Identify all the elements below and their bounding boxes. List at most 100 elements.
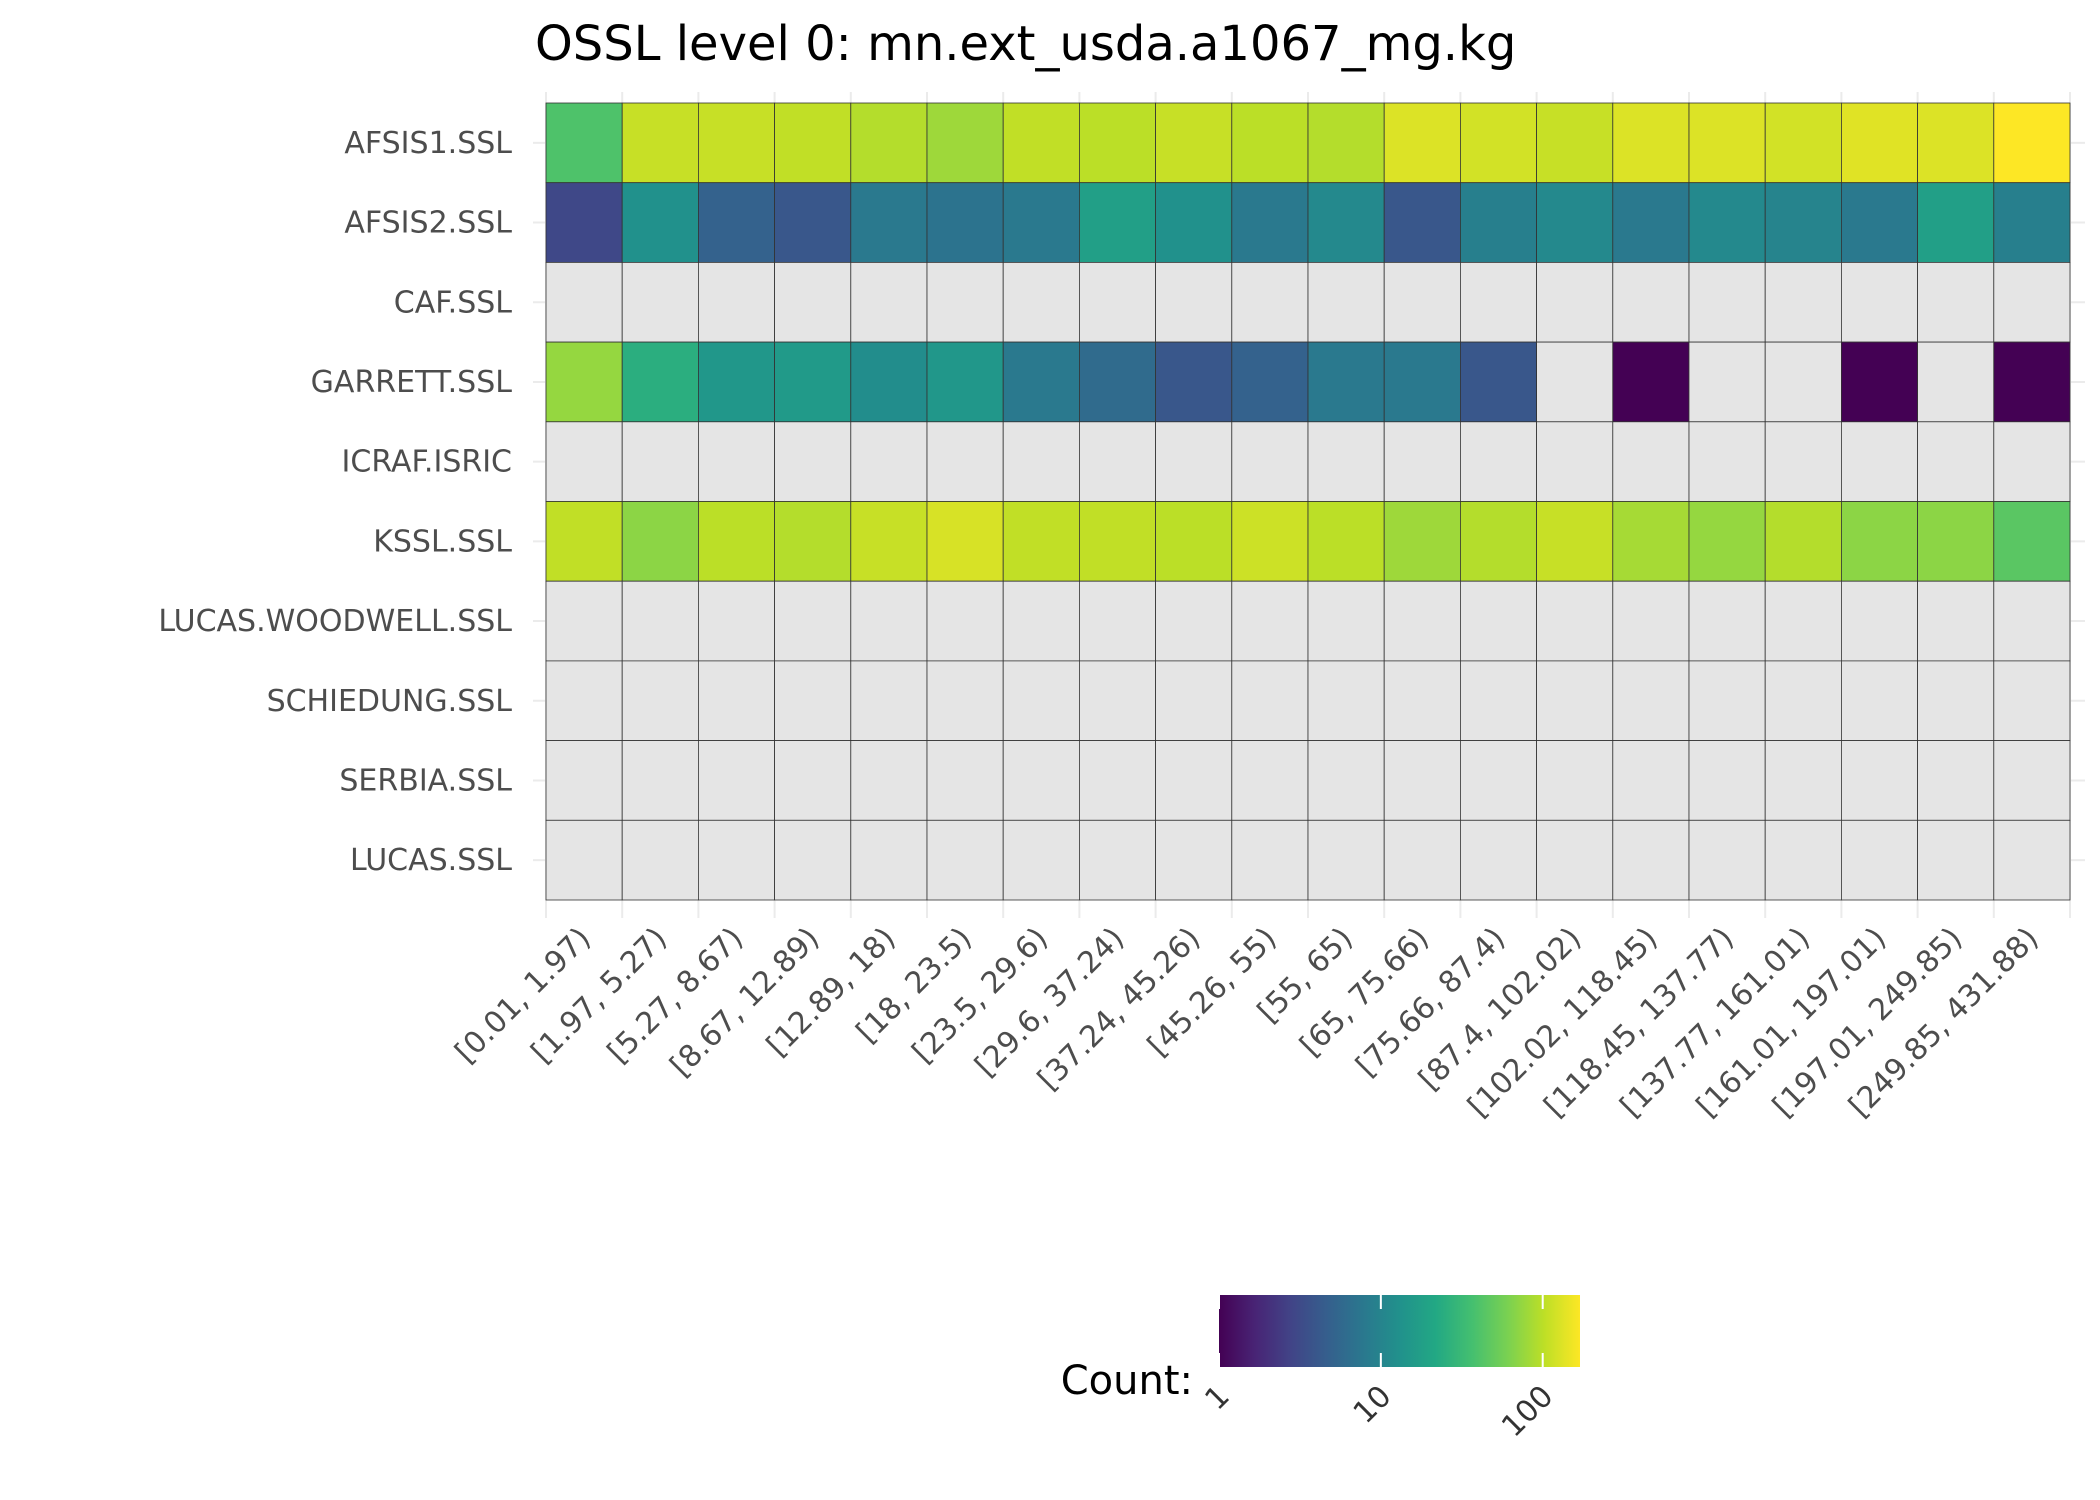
heatmap-cell: [850, 261, 928, 343]
heatmap-cell: [1612, 102, 1690, 184]
heatmap-cell: [1002, 660, 1080, 742]
heatmap-cell: [1079, 819, 1157, 901]
heatmap-cell: [1993, 421, 2071, 502]
heatmap-cell: [1231, 819, 1309, 901]
heatmap-cell: [774, 182, 852, 263]
heatmap-cell: [850, 102, 928, 184]
heatmap-cell: [1460, 660, 1538, 742]
heatmap-cell: [1155, 182, 1233, 263]
heatmap-cell: [1764, 660, 1842, 742]
heatmap-cell: [1917, 182, 1995, 263]
heatmap-cell: [1993, 819, 2071, 901]
heatmap-cell: [621, 740, 699, 821]
heatmap-cell: [774, 102, 852, 184]
heatmap-cell: [1307, 740, 1385, 821]
heatmap-cell: [1993, 740, 2071, 821]
heatmap-cell: [1460, 421, 1538, 502]
y-tick-label: GARRETT.SSL: [311, 365, 513, 400]
heatmap-cell: [1688, 341, 1766, 423]
heatmap-cell: [1307, 261, 1385, 343]
heatmap-cell: [1917, 102, 1995, 184]
heatmap-cell: [774, 740, 852, 821]
heatmap-cell: [1002, 501, 1080, 582]
heatmap-cell: [621, 501, 699, 582]
heatmap-cell: [1536, 182, 1614, 263]
heatmap-cell: [1841, 740, 1919, 821]
heatmap-cell: [698, 501, 776, 582]
heatmap-cell: [1764, 182, 1842, 263]
heatmap-cell: [1841, 660, 1919, 742]
heatmap-cell: [1536, 660, 1614, 742]
heatmap-cell: [850, 740, 928, 821]
heatmap-cell: [1536, 102, 1614, 184]
heatmap-cell: [621, 421, 699, 502]
heatmap-cell: [1688, 740, 1766, 821]
heatmap-cell: [1993, 501, 2071, 582]
heatmap-cell: [1612, 421, 1690, 502]
heatmap-cell: [1536, 580, 1614, 662]
heatmap-cell: [1460, 819, 1538, 901]
heatmap-cell: [1688, 261, 1766, 343]
heatmap-cell: [1079, 660, 1157, 742]
heatmap-cell: [1612, 740, 1690, 821]
heatmap-cell: [774, 341, 852, 423]
heatmap-cell: [1307, 660, 1385, 742]
heatmap-cell: [926, 421, 1004, 502]
heatmap-cell: [1460, 740, 1538, 821]
heatmap-cell: [926, 580, 1004, 662]
heatmap-cell: [1536, 819, 1614, 901]
heatmap-cell: [1383, 341, 1461, 423]
heatmap-cell: [1231, 261, 1309, 343]
heatmap-cell: [1002, 261, 1080, 343]
colorbar-tick-label: 1: [1198, 1379, 1236, 1417]
heatmap-cell: [621, 660, 699, 742]
heatmap-cell: [1460, 182, 1538, 263]
heatmap-cell: [621, 819, 699, 901]
heatmap-cell: [1917, 819, 1995, 901]
heatmap-cell: [1612, 261, 1690, 343]
heatmap-cell: [1231, 660, 1309, 742]
heatmap-cell: [1536, 341, 1614, 423]
heatmap-cell: [774, 501, 852, 582]
heatmap-cell: [1383, 660, 1461, 742]
colorbar-tick-label: 100: [1495, 1379, 1560, 1444]
heatmap-cell: [1155, 341, 1233, 423]
heatmap-cell: [774, 261, 852, 343]
heatmap-cell: [1917, 580, 1995, 662]
heatmap-cell: [1688, 819, 1766, 901]
heatmap-cell: [774, 660, 852, 742]
heatmap-cell: [621, 261, 699, 343]
heatmap-cell: [1688, 421, 1766, 502]
heatmap-cell: [545, 819, 623, 901]
heatmap-cell: [1079, 261, 1157, 343]
heatmap-cell: [1993, 580, 2071, 662]
y-tick-label: LUCAS.WOODWELL.SSL: [158, 604, 512, 639]
heatmap-cell: [1002, 102, 1080, 184]
heatmap-cell: [926, 341, 1004, 423]
y-tick-label: AFSIS1.SSL: [344, 126, 512, 161]
heatmap-cell: [698, 819, 776, 901]
heatmap-cell: [1460, 102, 1538, 184]
heatmap-cell: [1155, 580, 1233, 662]
heatmap-cell: [621, 341, 699, 423]
heatmap-cell: [1764, 341, 1842, 423]
heatmap-cell: [1536, 740, 1614, 821]
heatmap-cell: [545, 740, 623, 821]
heatmap-cell: [1079, 182, 1157, 263]
heatmap-cell: [1841, 102, 1919, 184]
heatmap-cells: [545, 102, 2071, 901]
heatmap-cell: [926, 501, 1004, 582]
y-tick-label: SERBIA.SSL: [339, 763, 512, 798]
heatmap-cell: [926, 819, 1004, 901]
heatmap-cell: [545, 102, 623, 184]
heatmap-cell: [1155, 660, 1233, 742]
heatmap-cell: [1231, 740, 1309, 821]
heatmap-cell: [545, 660, 623, 742]
heatmap-cell: [1917, 341, 1995, 423]
heatmap-cell: [1383, 102, 1461, 184]
heatmap-cell: [1841, 341, 1919, 423]
y-tick-label: AFSIS2.SSL: [344, 206, 512, 241]
heatmap-cell: [1993, 341, 2071, 423]
heatmap-cell: [1155, 819, 1233, 901]
